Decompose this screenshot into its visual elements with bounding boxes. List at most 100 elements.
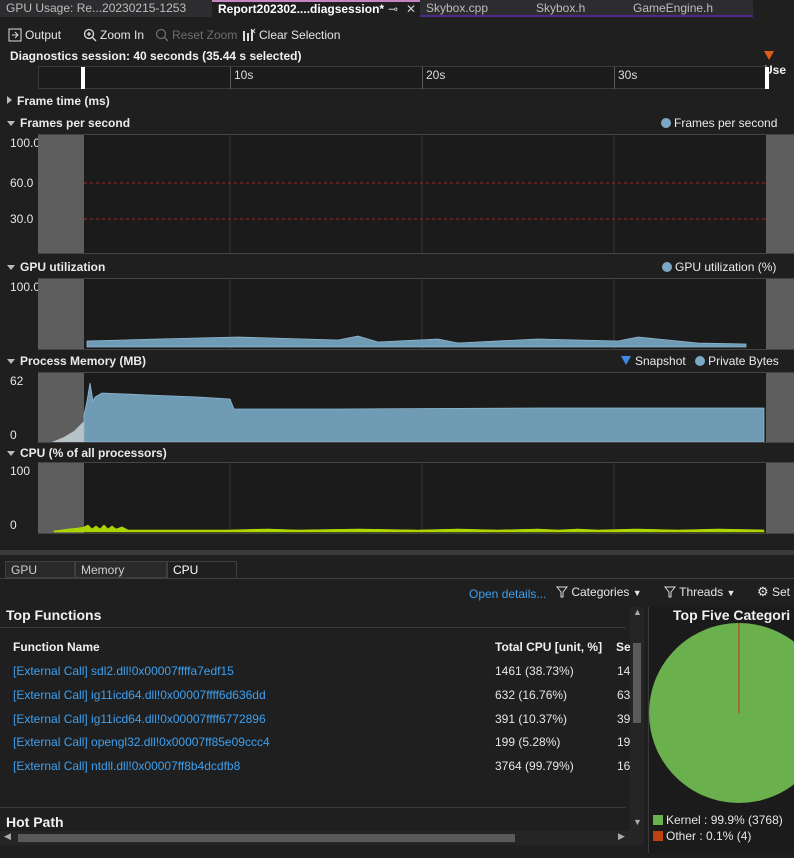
tab-memory-usage[interactable]: Memory Usage [75, 561, 167, 593]
memory-y-tick: 0 [10, 428, 17, 442]
cpu-y-tick: 0 [10, 518, 17, 532]
scrollbar-thumb[interactable] [18, 834, 515, 842]
function-total-cpu: 3764 (99.79%) [495, 759, 574, 773]
cpu-graph[interactable] [38, 462, 794, 534]
function-total-cpu: 199 (5.28%) [495, 735, 561, 749]
gpu-graph[interactable] [38, 278, 794, 350]
diagnostics-toolbar: Output Zoom In Reset Zoom Clear Selectio… [0, 22, 794, 46]
function-name-link[interactable]: [External Call] sdl2.dll!0x00007ffffa7ed… [13, 664, 234, 678]
ruler-tick [614, 67, 615, 89]
gpu-graph-canvas [38, 279, 794, 349]
categories-pie-chart[interactable] [649, 623, 794, 803]
function-self-cpu: 39 [617, 712, 631, 726]
snapshot-legend-label: Snapshot [635, 354, 686, 368]
memory-pre-selection-series [52, 421, 84, 442]
frame-time-header[interactable]: Frame time (ms) [7, 94, 110, 108]
hot-path-title: Hot Path [6, 814, 64, 830]
series-dot-icon [662, 262, 672, 272]
column-header-total-cpu[interactable]: Total CPU [unit, %] [495, 640, 603, 654]
horizontal-scrollbar[interactable]: ◀ ▶ [0, 831, 644, 845]
function-self-cpu: 14 [617, 664, 631, 678]
cpu-graph-canvas [38, 463, 794, 533]
ruler-label-30s: 30s [618, 68, 638, 82]
gpu-legend-label: GPU utilization (%) [675, 260, 777, 274]
close-icon[interactable]: ✕ [406, 2, 417, 16]
filter-icon [555, 586, 569, 598]
cpu-title: CPU (% of all processors) [20, 446, 167, 460]
column-header-function-name[interactable]: Function Name [13, 640, 100, 654]
scroll-left-icon[interactable]: ◀ [4, 831, 11, 841]
fps-y-tick: 100.0 [10, 136, 41, 150]
expand-caret-icon [7, 96, 12, 104]
tab-gpu-usage[interactable]: GPU Usage [5, 561, 75, 593]
legend-item-other: Other : 0.1% (4) [653, 829, 751, 843]
clear-selection-icon [243, 28, 256, 41]
user-mark-icon [764, 51, 774, 60]
output-label: Output [25, 28, 62, 42]
clear-selection-button[interactable]: Clear Selection [242, 26, 340, 44]
reset-zoom-button[interactable]: Reset Zoom [155, 26, 237, 44]
threads-filter[interactable]: Threads ▼ [663, 585, 736, 599]
function-total-cpu: 391 (10.37%) [495, 712, 568, 726]
unselected-region [38, 279, 84, 349]
output-button[interactable]: Output [8, 26, 61, 44]
output-icon [8, 28, 22, 42]
scroll-down-icon[interactable]: ▼ [633, 817, 642, 827]
timeline-ruler[interactable]: 10s 20s 30s [38, 66, 769, 89]
tab-skybox-h[interactable]: Skybox.h [530, 0, 627, 17]
legend-label: Other : 0.1% (4) [666, 829, 752, 843]
tab-diagsession-report[interactable]: Report202302....diagsession* ⊸ ✕ [212, 0, 420, 17]
zoom-in-icon [83, 28, 97, 42]
cpu-y-tick: 100 [10, 464, 31, 478]
zoom-in-button[interactable]: Zoom In [83, 26, 144, 44]
vertical-scrollbar[interactable]: ▲ ▼ [630, 607, 644, 831]
tab-skybox-cpp[interactable]: Skybox.cpp [420, 0, 530, 17]
scroll-up-icon[interactable]: ▲ [633, 607, 642, 617]
settings-button[interactable]: ⚙ Set [757, 584, 790, 600]
selection-start-handle[interactable] [81, 67, 85, 89]
reset-zoom-label: Reset Zoom [172, 28, 238, 42]
gpu-title: GPU utilization [20, 260, 106, 274]
fps-legend: Frames per second [661, 116, 777, 130]
gpu-header[interactable]: GPU utilization [7, 260, 105, 274]
threads-label: Threads [679, 585, 724, 599]
function-name-link[interactable]: [External Call] opengl32.dll!0x00007ff85… [13, 735, 270, 749]
fps-graph-canvas [38, 135, 794, 253]
filter-icon [663, 586, 677, 598]
column-header-self[interactable]: Se [616, 640, 631, 654]
private-bytes-series [83, 382, 765, 442]
frame-time-title: Frame time (ms) [17, 94, 110, 108]
function-name-link[interactable]: [External Call] ntdll.dll!0x00007ff8b4dc… [13, 759, 241, 773]
dropdown-arrow-icon: ▼ [726, 588, 736, 598]
memory-graph-canvas [38, 373, 794, 442]
function-name-link[interactable]: [External Call] ig11icd64.dll!0x00007fff… [13, 712, 266, 726]
fps-title: Frames per second [20, 116, 131, 130]
scrollbar-thumb[interactable] [633, 643, 641, 723]
function-name-link[interactable]: [External Call] ig11icd64.dll!0x00007fff… [13, 688, 266, 702]
memory-graph[interactable] [38, 372, 794, 443]
divider [0, 627, 626, 628]
tab-label: GPU Usage: Re...20230215-1253 [6, 1, 187, 15]
settings-label: Set [772, 585, 791, 599]
memory-y-tick: 62 [10, 374, 24, 388]
scroll-right-icon[interactable]: ▶ [618, 831, 625, 841]
tab-gpu-usage-report[interactable]: GPU Usage: Re...20230215-1253 [0, 0, 212, 17]
tab-cpu-usage[interactable]: CPU Usage [167, 561, 237, 593]
cpu-header[interactable]: CPU (% of all processors) [7, 446, 167, 460]
pin-icon[interactable]: ⊸ [388, 2, 399, 16]
fps-graph[interactable] [38, 134, 794, 254]
tab-label: Report202302....diagsession* [218, 2, 385, 16]
memory-title: Process Memory (MB) [20, 354, 147, 368]
pane-splitter[interactable] [0, 550, 794, 555]
gear-icon: ⚙ [757, 584, 769, 599]
unselected-region [766, 373, 794, 442]
collapse-caret-icon [7, 265, 15, 270]
categories-filter[interactable]: Categories ▼ [555, 585, 642, 599]
unselected-region [766, 279, 794, 349]
tab-gameengine-h[interactable]: GameEngine.h [627, 0, 753, 17]
cpu-usage-series [53, 524, 765, 533]
selection-end-handle[interactable] [765, 67, 769, 89]
fps-header[interactable]: Frames per second [7, 116, 130, 130]
open-details-link[interactable]: Open details... [469, 587, 547, 601]
memory-header[interactable]: Process Memory (MB) [7, 354, 146, 368]
